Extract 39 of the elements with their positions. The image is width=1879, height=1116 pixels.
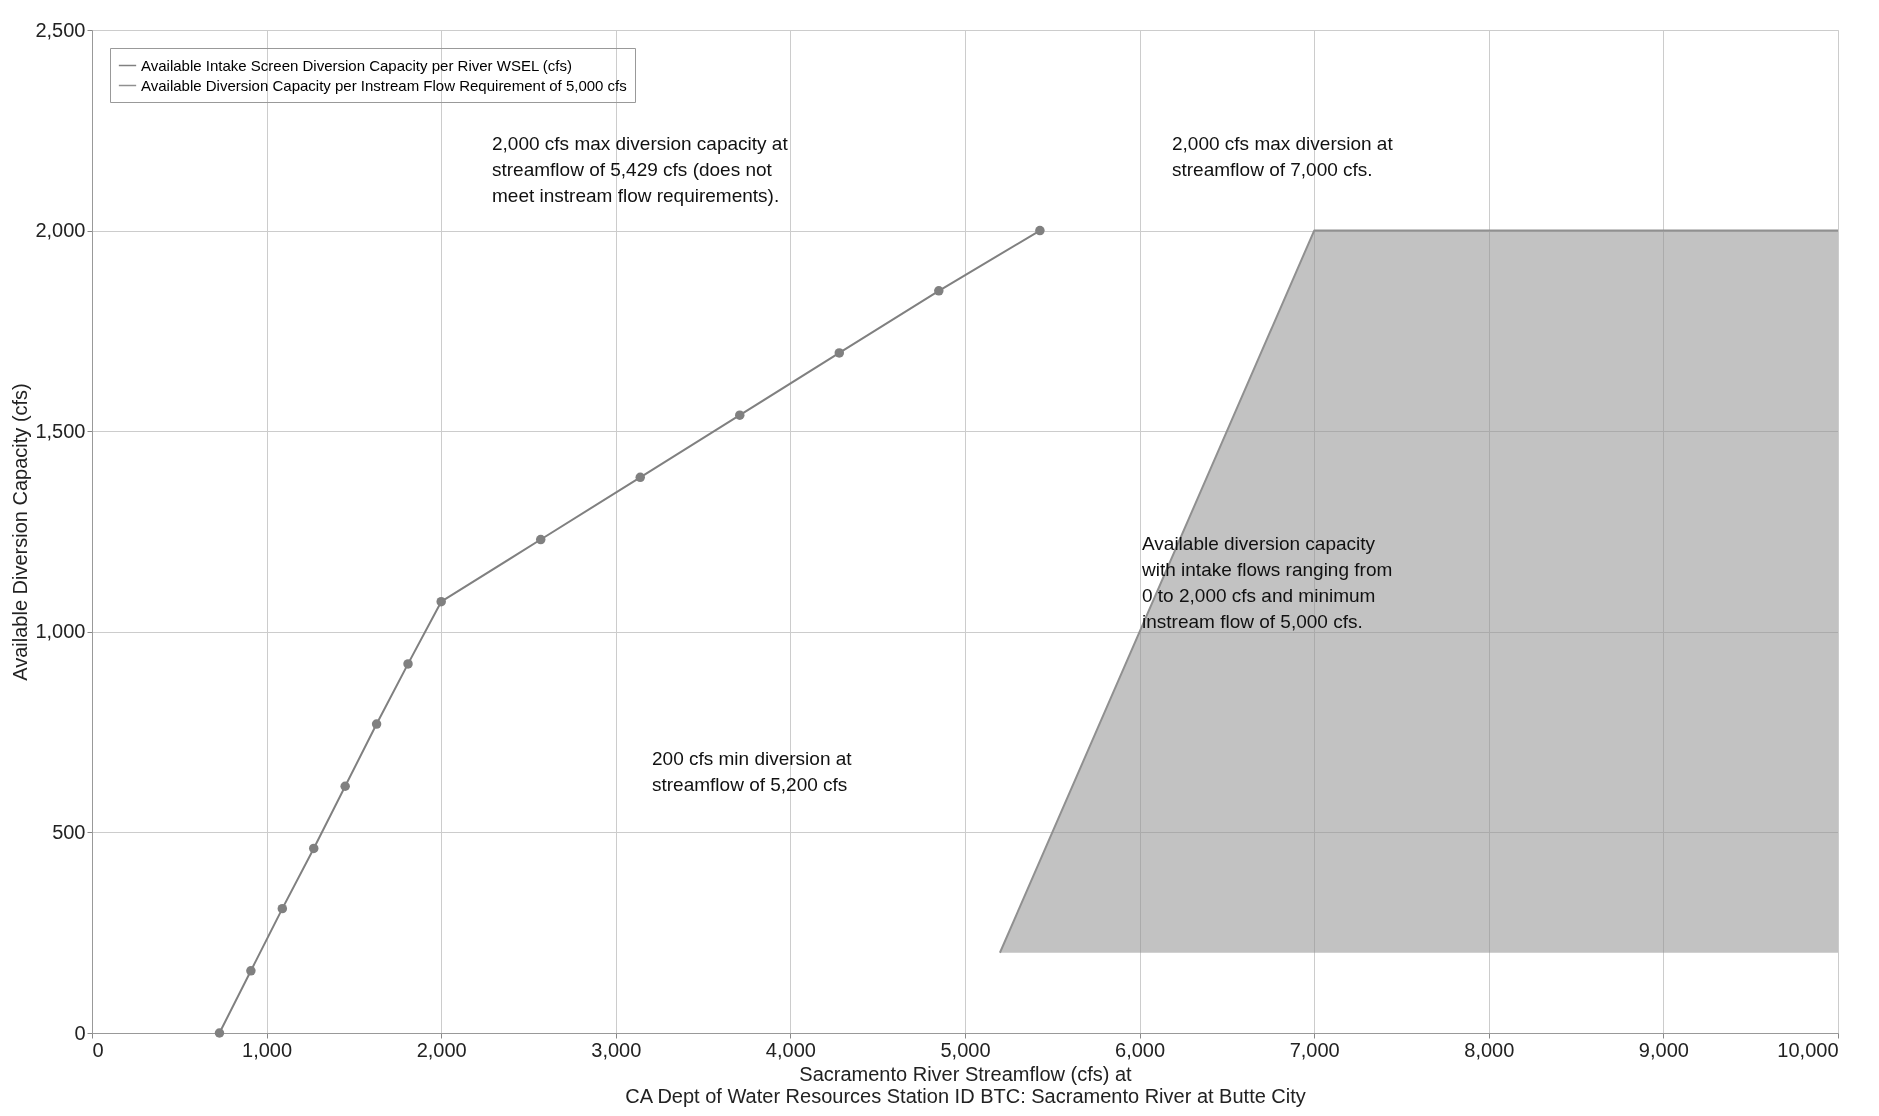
point	[403, 659, 413, 669]
y-tick-label: 2,500	[35, 18, 86, 41]
x-axis-title: Sacramento River Streamflow (cfs) at CA Dept of Water Resources Station ID BTC: Sacramento River at Butte City	[625, 1062, 1306, 1107]
legend-label: Available Diversion Capacity per Instream Flow Requirement of 5,000 cfs	[141, 76, 627, 94]
annotation: 200 cfs min diversion at streamflow of 5,200 cfs	[652, 748, 853, 795]
y-axis-title: Available Diversion Capacity (cfs)	[9, 383, 32, 681]
y-tick-label: 1,500	[35, 419, 86, 442]
x-tick-label: 4,000	[765, 1038, 816, 1061]
legend-label: Available Intake Screen Diversion Capacity per River WSEL (cfs)	[141, 56, 573, 74]
annotation: Available diversion capacity with intake flows ranging from 0 to 2,000 cfs and minimum instream flow of 5,000 cfs.	[1141, 533, 1393, 632]
point	[535, 534, 546, 545]
x-tick-label: 8,000	[1464, 1038, 1515, 1061]
point	[309, 843, 319, 854]
point	[635, 472, 645, 483]
x-tick-label: 9,000	[1638, 1038, 1689, 1061]
point	[1035, 225, 1045, 236]
x-tick-label: 10,000	[1777, 1038, 1839, 1061]
point	[340, 781, 350, 791]
point	[246, 966, 256, 976]
x-tick-label: 1,000	[242, 1038, 293, 1061]
point	[735, 410, 745, 420]
annotation: 2,000 cfs max diversion at streamflow of 7,000 cfs.	[1172, 133, 1394, 180]
point	[934, 286, 944, 296]
point	[277, 903, 288, 914]
point	[436, 596, 446, 607]
x-tick-label: 6,000	[1115, 1038, 1166, 1061]
y-tick-label: 0	[74, 1021, 86, 1044]
x-tick-label: 5,000	[940, 1038, 991, 1061]
annotation: 2,000 cfs max diversion capacity at streamflow of 5,429 cfs (does not meet instream flow requirements).	[492, 133, 789, 206]
point	[371, 719, 382, 729]
point	[834, 348, 845, 358]
point	[214, 1028, 225, 1038]
x-tick-label: 2,000	[416, 1038, 467, 1061]
x-tick-label: 0	[92, 1038, 104, 1061]
y-tick-label: 500	[52, 820, 86, 843]
y-tick-label: 1,000	[35, 620, 86, 643]
x-tick-label: 3,000	[591, 1038, 642, 1061]
x-tick-label: 7,000	[1289, 1038, 1340, 1061]
y-tick-label: 2,000	[35, 219, 86, 242]
